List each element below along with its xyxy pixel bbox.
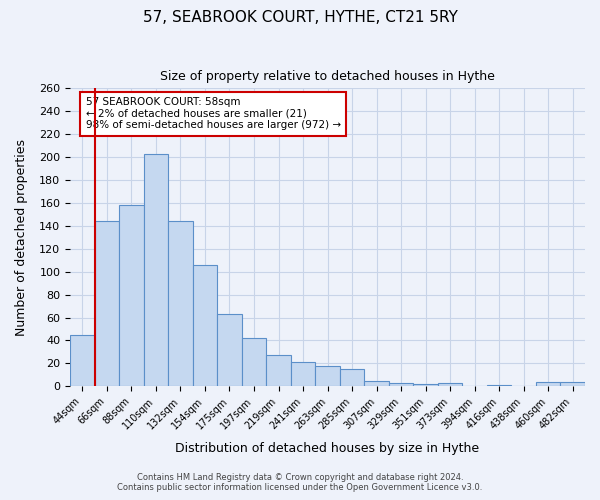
Bar	[119, 205, 143, 386]
Bar	[291, 362, 315, 386]
Bar	[536, 382, 560, 386]
Text: Contains HM Land Registry data © Crown copyright and database right 2024.
Contai: Contains HM Land Registry data © Crown c…	[118, 472, 482, 492]
X-axis label: Distribution of detached houses by size in Hythe: Distribution of detached houses by size …	[175, 442, 479, 455]
Bar	[315, 366, 340, 386]
Bar	[364, 380, 389, 386]
Bar	[389, 383, 413, 386]
Bar	[560, 382, 585, 386]
Bar	[70, 334, 95, 386]
Text: 57, SEABROOK COURT, HYTHE, CT21 5RY: 57, SEABROOK COURT, HYTHE, CT21 5RY	[143, 10, 457, 25]
Bar	[340, 369, 364, 386]
Bar	[413, 384, 438, 386]
Bar	[143, 154, 168, 386]
Bar	[95, 222, 119, 386]
Bar	[438, 383, 463, 386]
Bar	[266, 356, 291, 386]
Bar	[168, 222, 193, 386]
Bar	[487, 385, 511, 386]
Bar	[193, 265, 217, 386]
Title: Size of property relative to detached houses in Hythe: Size of property relative to detached ho…	[160, 70, 495, 83]
Text: 57 SEABROOK COURT: 58sqm
← 2% of detached houses are smaller (21)
98% of semi-de: 57 SEABROOK COURT: 58sqm ← 2% of detache…	[86, 98, 341, 130]
Bar	[242, 338, 266, 386]
Bar	[217, 314, 242, 386]
Y-axis label: Number of detached properties: Number of detached properties	[15, 139, 28, 336]
